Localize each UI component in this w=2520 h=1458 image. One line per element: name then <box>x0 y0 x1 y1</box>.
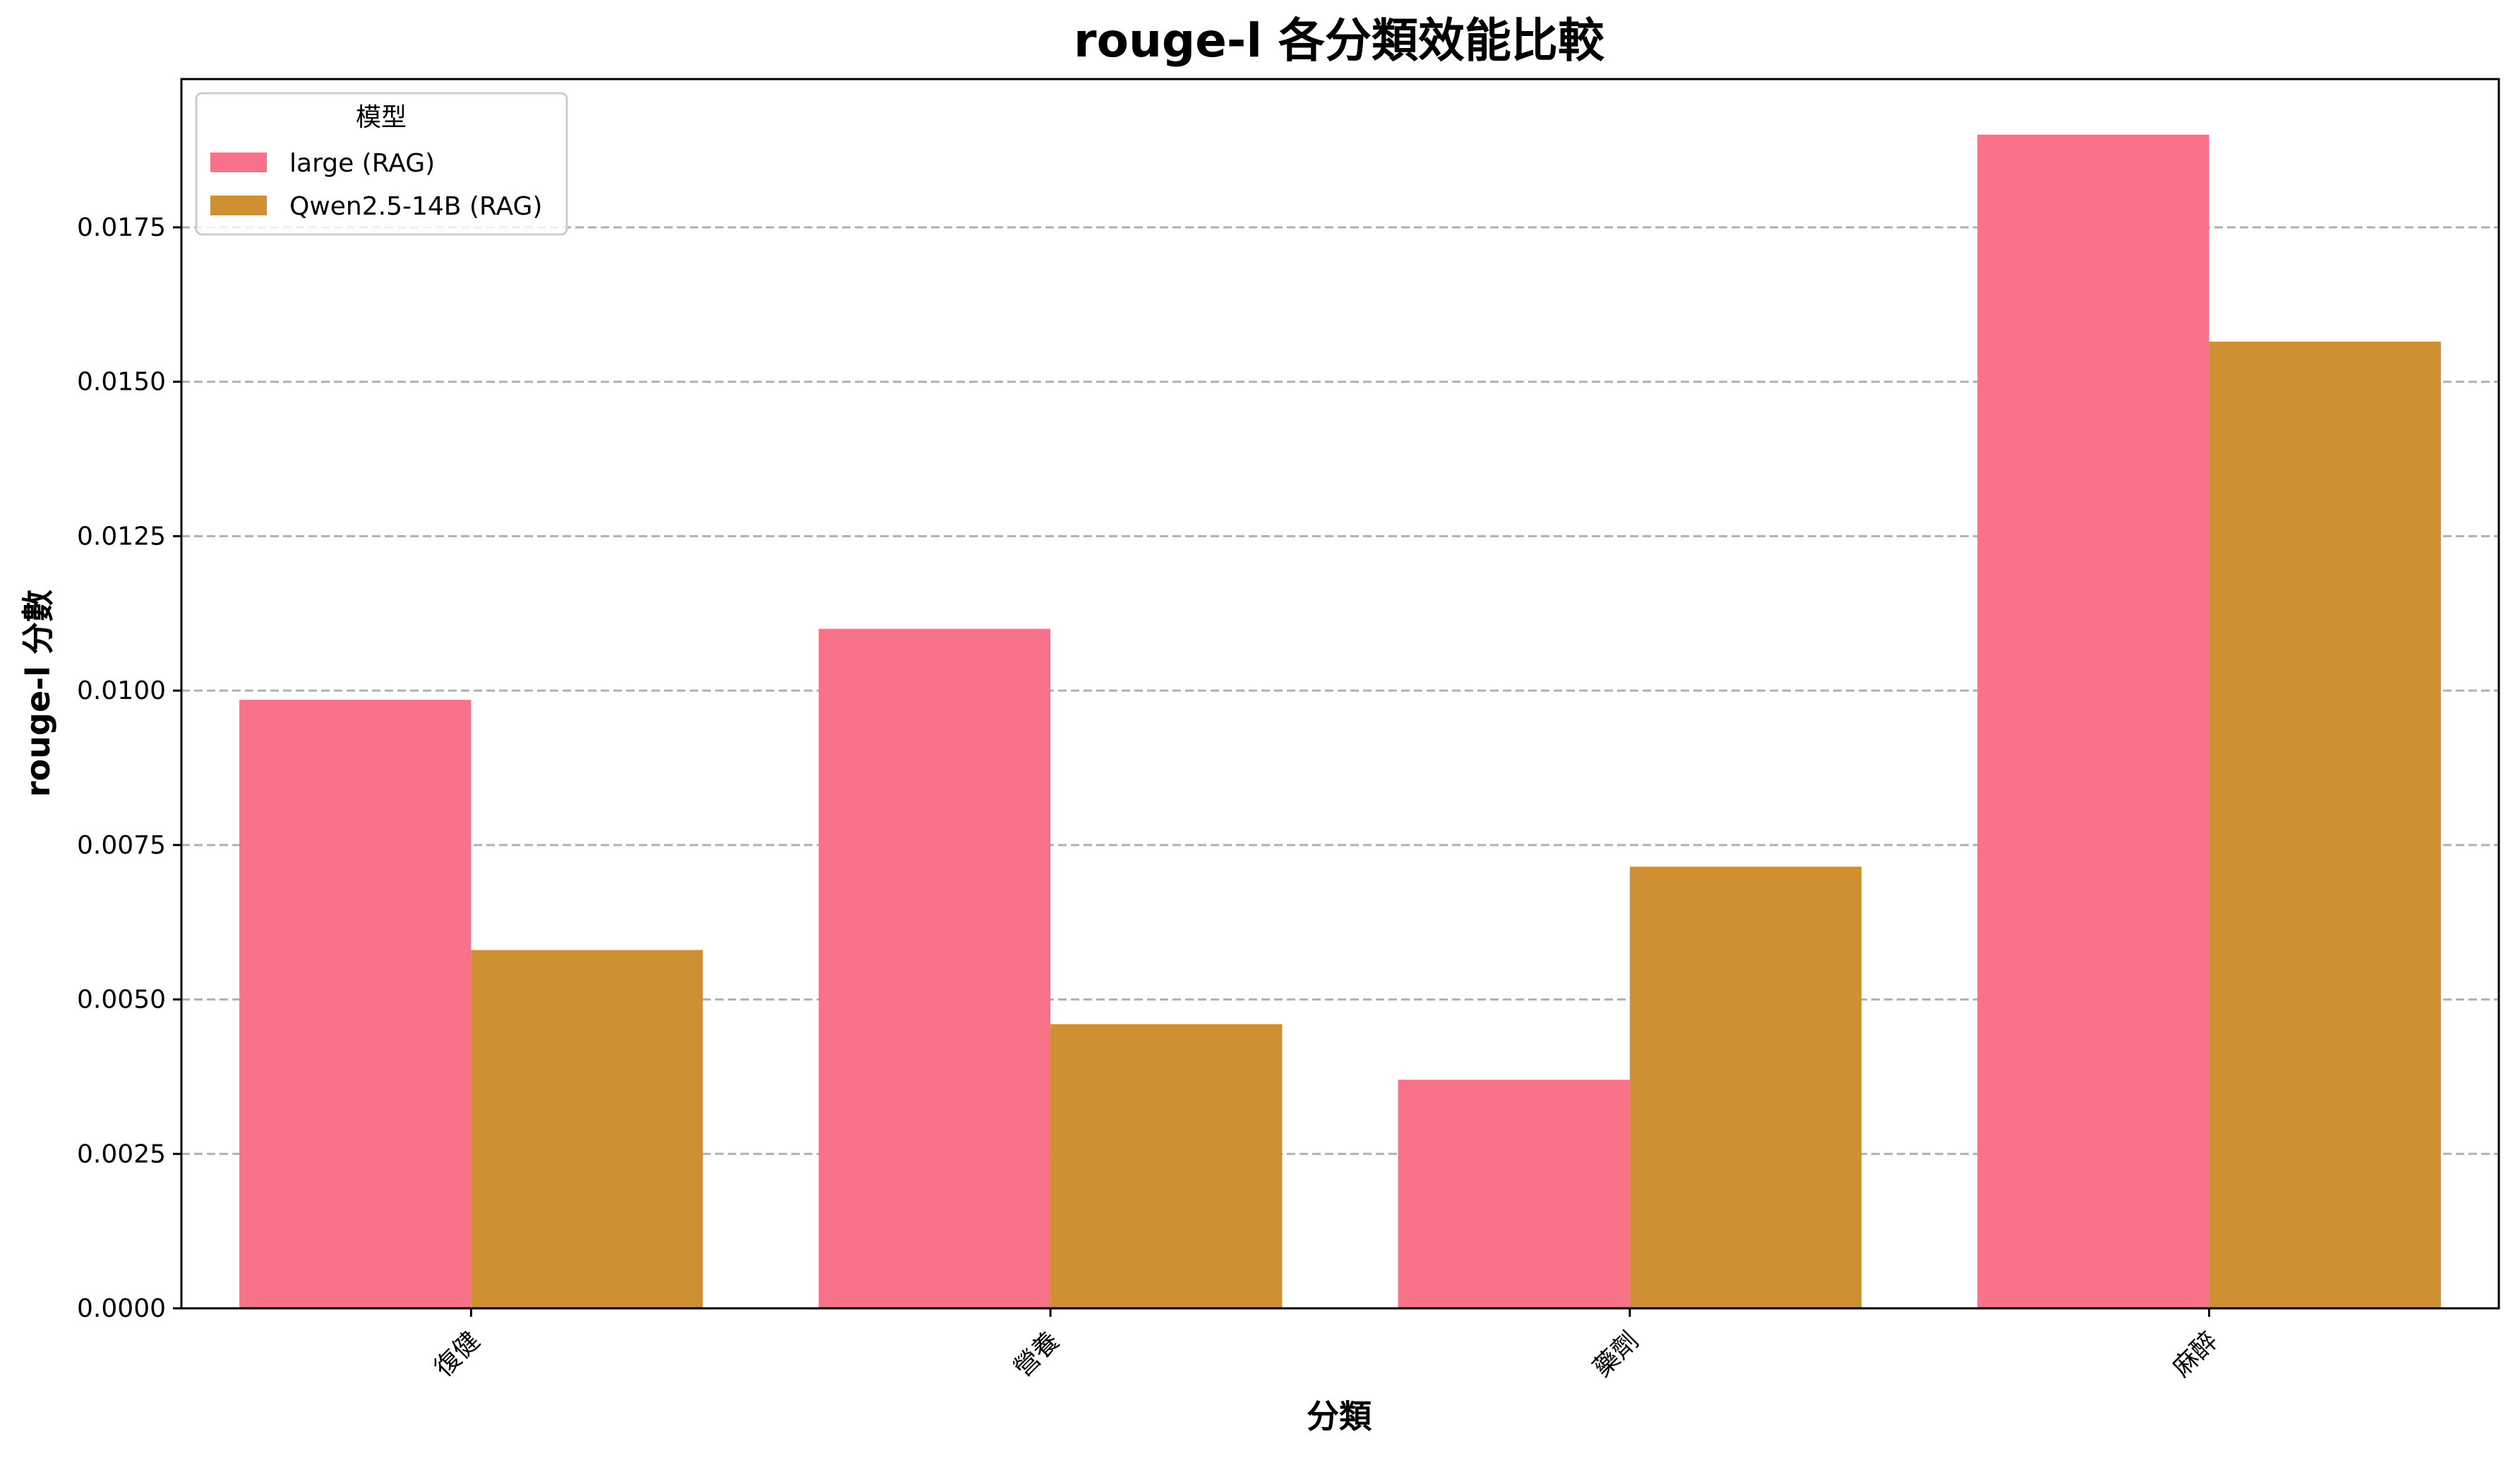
legend: 模型 large (RAG) Qwen2.5-14B (RAG) <box>195 92 568 236</box>
y-tick-label: 0.0025 <box>77 1140 166 1169</box>
legend-label-qwen-rag: Qwen2.5-14B (RAG) <box>289 192 542 221</box>
y-axis-ticks: 0.0000 0.0025 0.0050 0.0075 0.0100 0.0125 0.01… <box>77 213 181 1323</box>
bars <box>239 134 2441 1309</box>
legend-title: 模型 <box>356 103 407 132</box>
y-axis-label: rouge-l 分數 <box>19 590 57 797</box>
legend-swatch-large-rag <box>210 153 267 172</box>
y-tick-label: 0.0150 <box>77 368 166 397</box>
bar-large-rag-4 <box>1977 134 2209 1309</box>
bar-qwen2-5-14b-rag-4 <box>2209 341 2441 1309</box>
legend-label-large-rag: large (RAG) <box>289 149 435 178</box>
y-tick-label: 0.0075 <box>77 831 166 860</box>
x-axis-label: 分類 <box>1307 1397 1372 1435</box>
y-tick-label: 0.0000 <box>77 1294 166 1323</box>
y-tick-label: 0.0050 <box>77 986 166 1015</box>
plot-frame <box>180 78 2500 1310</box>
legend-frame <box>195 92 568 236</box>
bar-large-rag-2 <box>818 628 1051 1308</box>
chart-title: rouge-l 各分類效能比較 <box>1074 13 1605 68</box>
legend-swatch-qwen-rag <box>210 196 267 215</box>
y-tick-label: 0.0175 <box>77 213 166 242</box>
y-tick-label: 0.0100 <box>77 676 166 705</box>
y-tick-label: 0.0125 <box>77 522 166 551</box>
bar-qwen2-5-14b-rag-1 <box>471 950 703 1308</box>
bar-large-rag-1 <box>239 700 472 1308</box>
bar-qwen2-5-14b-rag-2 <box>1050 1024 1283 1308</box>
bar-large-rag-3 <box>1398 1080 1630 1308</box>
bar-qwen2-5-14b-rag-3 <box>1629 866 1862 1308</box>
